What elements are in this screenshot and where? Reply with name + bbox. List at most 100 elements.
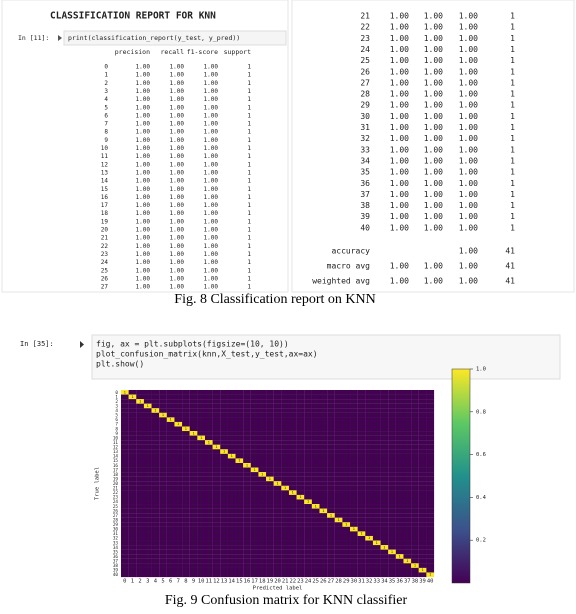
cell-value: 0 (124, 541, 126, 545)
cell-value: 0 (292, 513, 294, 517)
cell-value: 0 (414, 450, 416, 454)
heatmap-cell (296, 513, 305, 518)
cell-value: 0 (192, 413, 194, 417)
heatmap-cell (258, 453, 267, 459)
heatmap-cell (250, 558, 259, 564)
heatmap-cell (281, 412, 290, 418)
heatmap-cell (426, 449, 435, 454)
cell-value: 0 (131, 422, 133, 426)
heatmap-cell (266, 440, 274, 445)
cell-value: 0 (353, 468, 355, 472)
heatmap-cell (121, 558, 129, 564)
cell-value: 0 (391, 409, 393, 413)
heatmap-cell (227, 453, 236, 459)
heatmap-cell (319, 399, 328, 404)
heatmap-cell (365, 485, 374, 491)
heatmap-cell (311, 399, 320, 404)
heatmap-cell (151, 499, 160, 505)
cell-value: 0 (284, 518, 286, 522)
heatmap-cell (288, 540, 297, 546)
heatmap-cell (197, 417, 206, 423)
heatmap-cell (143, 462, 152, 468)
heatmap-cell (273, 458, 282, 464)
heatmap-cell (258, 431, 267, 436)
heatmap-cell (372, 399, 381, 404)
heatmap-cell (220, 545, 228, 550)
heatmap-cell (151, 572, 160, 578)
y-tick-label: 27 (113, 513, 119, 519)
heatmap-cell (395, 394, 404, 400)
cell-value: 0 (231, 482, 233, 486)
heatmap-cell (296, 444, 305, 450)
heatmap-cell (350, 431, 358, 436)
heatmap-cell (388, 412, 396, 418)
cell-value: 0 (337, 559, 339, 563)
heatmap-cell (128, 426, 137, 432)
heatmap-cell (334, 490, 343, 496)
cell-value: 0 (330, 545, 332, 549)
heatmap-cell (182, 504, 190, 509)
cell-value: 1 (292, 491, 294, 495)
heatmap-cell (288, 458, 297, 464)
heatmap-cell (136, 417, 145, 423)
cell-value: 0 (276, 564, 278, 568)
heatmap-cell (250, 540, 259, 546)
report-cell: 1.00 (136, 153, 151, 160)
cell-value: 0 (246, 459, 248, 463)
heatmap-cell (357, 467, 366, 473)
cell-value: 0 (315, 541, 317, 545)
cell-value: 0 (246, 418, 248, 422)
cell-value: 0 (376, 550, 378, 554)
heatmap-cell (197, 472, 206, 477)
heatmap-cell (288, 567, 297, 573)
heatmap-cell (418, 458, 427, 464)
heatmap-cell (342, 390, 351, 395)
cell-value: 0 (376, 418, 378, 422)
heatmap-cell (220, 490, 228, 496)
heatmap-cell (357, 554, 366, 559)
heatmap-cell (166, 390, 175, 395)
cell-value: 0 (368, 509, 370, 513)
cell-value: 0 (208, 472, 210, 476)
cell-value: 0 (429, 450, 431, 454)
heatmap-cell (395, 417, 404, 423)
cell-value: 0 (345, 450, 347, 454)
report-cell: 1.00 (459, 12, 478, 21)
heatmap-cell (273, 517, 282, 523)
cell-value: 0 (276, 436, 278, 440)
cell-value: 0 (139, 532, 141, 536)
cell-value: 0 (254, 413, 256, 417)
cell-value: 0 (345, 536, 347, 540)
cell-value: 1 (345, 523, 347, 527)
x-tick-label: 4 (154, 579, 158, 585)
heatmap-cell (166, 558, 175, 564)
cell-value: 0 (368, 422, 370, 426)
heatmap-cell (411, 567, 419, 573)
heatmap-cell (174, 563, 183, 568)
heatmap-cell (380, 499, 389, 505)
cell-value: 0 (254, 422, 256, 426)
heatmap-cell (174, 449, 183, 454)
cell-value: 0 (269, 472, 271, 476)
heatmap-cell (350, 540, 358, 546)
heatmap-cell (403, 567, 412, 573)
cell-value: 0 (254, 454, 256, 458)
report-cell: 1.00 (170, 202, 185, 209)
cell-value: 0 (322, 559, 324, 563)
cell-value: 0 (284, 468, 286, 472)
report-cell: 1 (247, 218, 251, 225)
heatmap-cell (296, 426, 305, 432)
heatmap-cell (311, 540, 320, 546)
cell-value: 0 (223, 404, 225, 408)
cell-value: 0 (315, 532, 317, 536)
heatmap-cell (273, 453, 282, 459)
heatmap-cell (357, 412, 366, 418)
heatmap-cell (159, 490, 167, 496)
cell-value: 0 (307, 495, 309, 499)
heatmap-cell (388, 499, 396, 505)
heatmap-cell (380, 517, 389, 523)
heatmap-cell (403, 494, 412, 500)
report-cell: 1.00 (204, 112, 219, 119)
cell-value: 0 (208, 445, 210, 449)
heatmap-cell (197, 531, 206, 537)
